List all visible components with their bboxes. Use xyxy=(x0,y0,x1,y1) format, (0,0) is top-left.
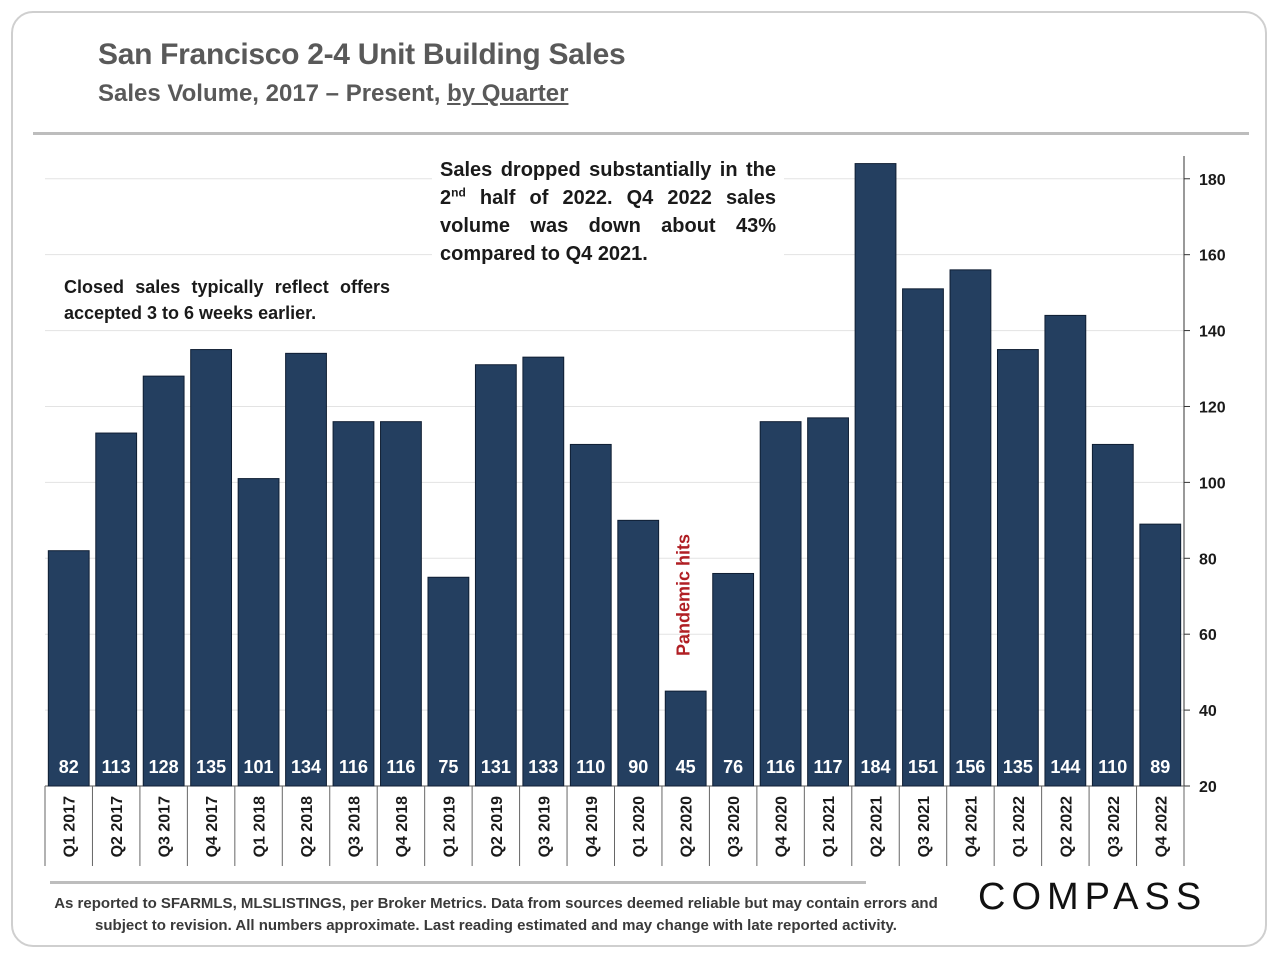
bar xyxy=(1044,314,1087,787)
x-tick-label: Q1 2022 xyxy=(1011,796,1028,857)
bar xyxy=(1091,443,1134,787)
bar-value-label: 89 xyxy=(1150,757,1170,777)
x-tick-label: Q4 2017 xyxy=(204,796,221,857)
bar-value-label: 75 xyxy=(438,757,458,777)
bar-value-label: 131 xyxy=(481,757,511,777)
top-divider xyxy=(33,132,1249,135)
pandemic-annotation: Pandemic hits xyxy=(674,534,694,656)
bar-value-label: 184 xyxy=(860,757,890,777)
bar xyxy=(332,421,375,787)
bar-value-label: 116 xyxy=(339,757,368,777)
note-text-part1: Sales dropped substantially in the 2 xyxy=(440,159,776,209)
y-tick-label: 100 xyxy=(1199,475,1226,492)
bar-value-label: 151 xyxy=(908,757,938,777)
bar-value-label: 113 xyxy=(102,757,131,777)
x-tick-label: Q2 2022 xyxy=(1058,796,1075,857)
bar-value-label: 134 xyxy=(291,757,321,777)
bar-value-label: 135 xyxy=(1003,757,1033,777)
compass-logo: COMPASS xyxy=(978,876,1208,918)
bar-value-label: 76 xyxy=(723,757,743,777)
y-tick-label: 120 xyxy=(1199,399,1226,416)
subtitle-by-quarter: by Quarter xyxy=(447,80,569,107)
bar-value-label: 110 xyxy=(576,757,605,777)
x-tick-label: Q1 2019 xyxy=(441,796,458,857)
bar xyxy=(285,352,327,787)
bar xyxy=(996,349,1039,787)
y-tick-label: 40 xyxy=(1199,703,1217,720)
footnote-line-2: subject to revision. All numbers approxi… xyxy=(95,917,897,934)
note-text-part2: half of 2022. Q4 2022 sales volume was d… xyxy=(440,187,776,265)
bar-value-label: 82 xyxy=(59,757,79,777)
bar xyxy=(522,356,565,787)
footnote-line-1: As reported to SFARMLS, MLSLISTINGS, per… xyxy=(54,895,938,912)
bar-value-label: 90 xyxy=(628,757,648,777)
x-tick-label: Q4 2022 xyxy=(1153,796,1170,857)
bar xyxy=(95,432,138,787)
bar xyxy=(237,478,280,787)
chart-frame xyxy=(11,11,1267,947)
x-tick-label: Q3 2017 xyxy=(157,796,174,857)
x-tick-label: Q2 2019 xyxy=(489,796,506,857)
note-superscript: nd xyxy=(451,185,466,200)
bar-value-label: 45 xyxy=(676,757,696,777)
bar xyxy=(664,690,707,787)
bar-value-label: 116 xyxy=(386,757,415,777)
bar xyxy=(759,421,802,787)
bar-value-label: 156 xyxy=(955,757,985,777)
bottom-divider xyxy=(50,881,866,884)
bar xyxy=(854,163,897,787)
bar-value-label: 144 xyxy=(1050,757,1080,777)
chart-subtitle: Sales Volume, 2017 – Present, by Quarter xyxy=(98,80,568,108)
closed-sales-note: Closed sales typically reflect offers ac… xyxy=(64,277,390,323)
bar xyxy=(427,576,470,787)
x-tick-label: Q3 2019 xyxy=(536,796,553,857)
x-tick-label: Q4 2018 xyxy=(394,796,411,857)
bar xyxy=(142,375,185,787)
source-footnote: As reported to SFARMLS, MLSLISTINGS, per… xyxy=(30,893,962,937)
x-tick-label: Q2 2021 xyxy=(869,796,886,857)
x-tick-label: Q2 2018 xyxy=(299,796,316,857)
chart-title: San Francisco 2-4 Unit Building Sales xyxy=(98,38,626,71)
x-tick-label: Q1 2020 xyxy=(631,796,648,857)
y-tick-label: 160 xyxy=(1199,248,1226,265)
bar xyxy=(949,269,992,787)
x-tick-label: Q1 2017 xyxy=(62,796,79,857)
bar xyxy=(474,364,517,787)
x-tick-label: Q1 2018 xyxy=(252,796,269,857)
bar xyxy=(712,572,755,787)
x-tick-label: Q3 2018 xyxy=(346,796,363,857)
bar xyxy=(902,288,944,787)
sales-dropped-note: Sales dropped substantially in the 2nd h… xyxy=(432,154,784,270)
bar xyxy=(47,550,90,787)
bar-value-label: 135 xyxy=(196,757,226,777)
bar-value-label: 101 xyxy=(244,757,274,777)
bar xyxy=(1139,523,1182,787)
y-tick-label: 140 xyxy=(1199,324,1226,341)
bar xyxy=(617,519,660,787)
bar xyxy=(569,443,612,787)
bar-value-label: 133 xyxy=(528,757,558,777)
x-tick-label: Q2 2020 xyxy=(679,796,696,857)
x-tick-label: Q3 2021 xyxy=(916,796,933,857)
x-tick-label: Q2 2017 xyxy=(109,796,126,857)
bar xyxy=(380,421,422,787)
x-tick-label: Q3 2020 xyxy=(726,796,743,857)
y-tick-label: 80 xyxy=(1199,551,1217,568)
x-tick-label: Q4 2021 xyxy=(963,796,980,857)
bar xyxy=(807,417,849,787)
subtitle-text: Sales Volume, 2017 – Present, xyxy=(98,80,448,107)
y-tick-label: 180 xyxy=(1199,172,1226,189)
bar xyxy=(190,349,233,787)
bar-value-label: 116 xyxy=(766,757,795,777)
bar-value-label: 128 xyxy=(149,757,179,777)
bar-value-label: 117 xyxy=(814,757,843,777)
y-tick-label: 60 xyxy=(1199,627,1217,644)
x-tick-label: Q3 2022 xyxy=(1106,796,1123,857)
y-tick-label: 20 xyxy=(1199,779,1217,796)
bar-value-label: 110 xyxy=(1098,757,1127,777)
x-tick-label: Q4 2019 xyxy=(584,796,601,857)
x-tick-label: Q1 2021 xyxy=(821,796,838,857)
x-tick-label: Q4 2020 xyxy=(774,796,791,857)
